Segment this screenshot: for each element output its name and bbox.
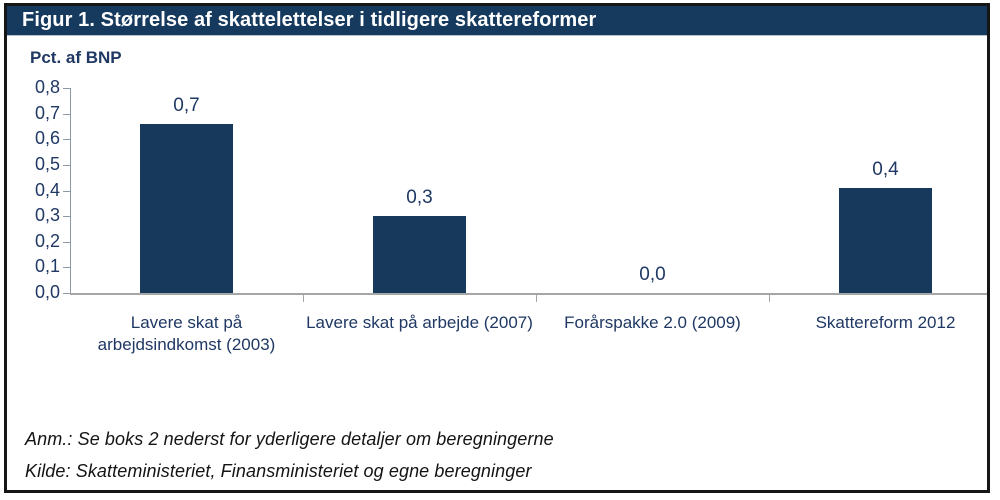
bar: [373, 216, 466, 293]
x-tick-mark: [303, 295, 304, 302]
y-axis-line: [70, 88, 71, 293]
figure-title: Figur 1. Størrelse af skattelettelser i …: [22, 9, 597, 31]
x-axis-line: [70, 293, 987, 295]
y-tick-mark: [63, 267, 70, 269]
y-tick-mark: [63, 164, 70, 166]
y-tick-label: 0,0: [34, 282, 60, 302]
y-tick-mark: [63, 88, 70, 89]
x-category-label: Lavere skat på arbejde (2007): [306, 313, 533, 332]
figure-frame: Figur 1. Størrelse af skattelettelser i …: [4, 3, 990, 493]
note-anm: Anm.: Se boks 2 nederst for yderligere d…: [25, 429, 554, 449]
y-tick-label: 0,5: [34, 153, 60, 174]
y-tick-mark: [63, 113, 70, 115]
bar-chart-plot: 0,0 0,1 0,2 0,3 0,4 0,5 0,6 0,7 0,8 0,7 Lavere ska…: [7, 6, 987, 490]
y-tick-label: 0,8: [34, 77, 60, 97]
bar-value-label: 0,7: [173, 94, 200, 116]
bar-value-label: 0,4: [872, 158, 899, 180]
y-tick-mark: [63, 241, 70, 243]
y-tick-mark: [63, 216, 70, 218]
y-tick-mark: [63, 190, 70, 192]
y-tick-label: 0,4: [34, 179, 60, 200]
bar: [839, 187, 932, 293]
x-tick-mark: [536, 295, 537, 302]
y-tick-label: 0,3: [34, 205, 60, 226]
y-axis-unit-label: Pct. af BNP: [30, 48, 122, 67]
y-tick-label: 0,6: [34, 128, 60, 149]
y-tick-mark: [63, 139, 70, 141]
x-category-label: Lavere skat på arbejdsindkomst (2003): [97, 313, 276, 355]
bar-value-label: 0,0: [639, 264, 666, 285]
x-category-label: Skattereform 2012: [815, 313, 956, 332]
x-category-label: Forårspakke 2.0 (2009): [564, 313, 741, 332]
y-tick-mark: [63, 293, 70, 294]
bar: [140, 123, 233, 293]
figure-title-bar: Figur 1. Størrelse af skattelettelser i …: [7, 6, 987, 36]
note-kilde: Kilde: Skatteministeriet, Finansminister…: [25, 461, 532, 481]
bar-value-label: 0,3: [406, 187, 433, 209]
y-tick-label: 0,1: [34, 256, 60, 277]
y-tick-label: 0,7: [34, 102, 60, 123]
x-tick-mark: [769, 295, 770, 302]
y-tick-label: 0,2: [34, 230, 60, 251]
